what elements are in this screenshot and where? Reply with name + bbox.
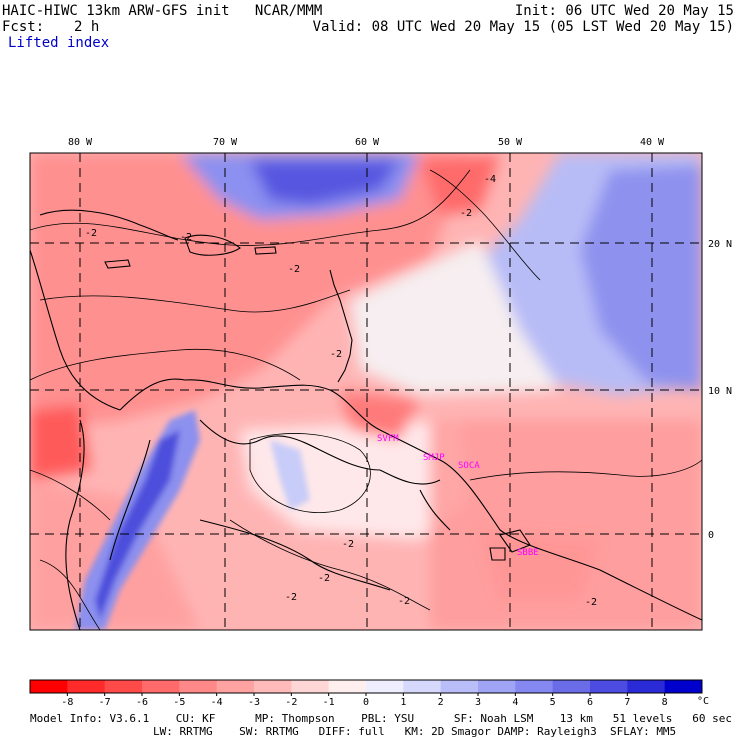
colorbar-swatch <box>30 680 68 693</box>
colorbar-tick-label: -1 <box>323 697 335 708</box>
colorbar-swatch <box>627 680 666 693</box>
map-frame <box>29 152 703 631</box>
colorbar-swatch <box>664 680 703 693</box>
field-name: Lifted index <box>8 35 110 51</box>
station-label: SVFM <box>377 434 399 444</box>
colorbar-tick-label: 2 <box>438 697 444 708</box>
coastlines <box>30 209 702 630</box>
colorbar-tick-label: -6 <box>136 697 148 708</box>
lat-label: 0 <box>708 530 714 541</box>
colorbar-tick-label: 0 <box>363 697 369 708</box>
lon-label: 80 W <box>68 137 93 148</box>
colorbar-swatch <box>291 680 330 693</box>
contour-label: -2 <box>85 228 97 239</box>
map-field: -2 -2 -2 -2 -2 -4 -2 -2 -2 -2 -2 SVFM SM… <box>30 153 702 630</box>
contour-label: -2 <box>285 592 297 603</box>
colorbar-swatch <box>67 680 106 693</box>
valid-time: Valid: 08 UTC Wed 20 May 15 (05 LST Wed … <box>312 19 734 35</box>
colorbar-tick-label: -2 <box>285 697 297 708</box>
colorbar-tick-label: 6 <box>587 697 593 708</box>
station-label: SBBE <box>517 548 539 558</box>
latitude-labels: 20 N 10 N 0 <box>708 239 732 541</box>
field-negative-southeast <box>430 420 702 630</box>
field-strong-negative-2 <box>340 390 420 440</box>
contour-label: -2 <box>318 573 330 584</box>
colorbar-tick-label: 5 <box>550 697 556 708</box>
contour-label: -2 <box>460 208 472 219</box>
colorbar-swatch <box>515 680 554 693</box>
colorbar-tick-label: 7 <box>624 697 630 708</box>
lon-label: 40 W <box>640 137 665 148</box>
contour-label: -2 <box>288 264 300 275</box>
colorbar-tick-label: 4 <box>512 697 518 708</box>
lon-label: 50 W <box>498 137 523 148</box>
grid-lines <box>30 153 702 630</box>
colorbar-swatch <box>328 680 367 693</box>
longitude-labels: 80 W 70 W 60 W 50 W 40 W <box>68 137 665 148</box>
colorbar-swatch <box>440 680 479 693</box>
colorbar-swatch <box>590 680 628 693</box>
colorbar-swatch <box>478 680 516 693</box>
lat-label: 20 N <box>708 239 732 250</box>
colorbar-swatch <box>179 680 218 693</box>
contour-label-group: -2 -2 -2 -2 -2 -4 -2 -2 -2 -2 -2 <box>85 174 597 608</box>
colorbar <box>29 679 703 694</box>
colorbar-swatch <box>104 680 143 693</box>
field-strong-negative-1 <box>420 155 500 215</box>
model-info-line2: LW: RRTMG SW: RRTMG DIFF: full KM: 2D Sm… <box>153 725 677 738</box>
contour-label: -2 <box>330 349 342 360</box>
contour-label: -2 <box>342 539 354 550</box>
lon-label: 70 W <box>213 137 238 148</box>
colorbar-swatch <box>366 680 404 693</box>
contour-label: -4 <box>484 174 496 185</box>
forecast-label: Fcst: <box>2 19 45 35</box>
colorbar-swatch <box>142 680 180 693</box>
field-andes-core <box>95 430 180 620</box>
colorbar-swatch <box>403 680 442 693</box>
lat-label: 10 N <box>708 386 732 397</box>
station-label: SOCA <box>458 461 480 471</box>
field-strong-negative-3 <box>30 405 90 480</box>
station-label: SMJP <box>423 453 445 463</box>
station-label-group: SVFM SMJP SOCA SBBE <box>377 434 539 558</box>
colorbar-tick-label: -3 <box>248 697 260 708</box>
model-title: HAIC-HIWC 13km ARW-GFS init NCAR/MMM <box>2 3 323 19</box>
colorbar-unit: °C <box>697 696 709 707</box>
model-info-line1: Model Info: V3.6.1 CU: KF MP: Thompson P… <box>30 712 732 725</box>
field-positive-north-core <box>250 160 400 205</box>
colorbar-tick-label: -4 <box>211 697 223 708</box>
field-guyana-positive <box>270 440 310 510</box>
contour-label: -2 <box>398 596 410 607</box>
colorbar-swatch <box>552 680 591 693</box>
lon-label: 60 W <box>355 137 380 148</box>
colorbar-ticks: -8 -7 -6 -5 -4 -3 -2 -1 0 1 2 3 4 5 6 7 8 <box>61 693 668 708</box>
colorbar-tick-label: 8 <box>662 697 668 708</box>
colorbar-tick-label: -8 <box>61 697 73 708</box>
colorbar-tick-label: -7 <box>99 697 111 708</box>
init-time: Init: 06 UTC Wed 20 May 15 <box>514 3 734 19</box>
field-neutral-band <box>350 240 560 395</box>
colorbar-tick-label: 1 <box>400 697 406 708</box>
colorbar-swatch <box>216 680 255 693</box>
contour-label: -2 <box>180 232 192 243</box>
contour-label: -2 <box>585 597 597 608</box>
colorbar-tick-label: -5 <box>173 697 185 708</box>
colorbar-tick-label: 3 <box>475 697 481 708</box>
field-negative-west <box>30 153 470 430</box>
colorbar-swatch <box>254 680 292 693</box>
forecast-hour: 2 h <box>74 19 100 35</box>
field-positive-east-core <box>580 165 702 390</box>
